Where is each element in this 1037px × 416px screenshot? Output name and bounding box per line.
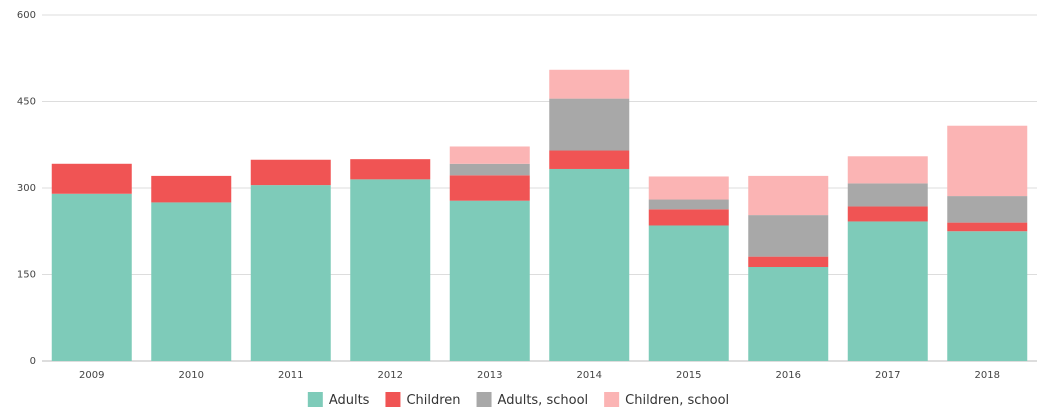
legend-label: Children, school xyxy=(625,393,729,408)
legend-swatch xyxy=(476,392,492,407)
bar-segment xyxy=(748,256,829,268)
x-tick-label: 2016 xyxy=(776,370,801,381)
bar-segment xyxy=(51,163,132,194)
bar-segment xyxy=(449,175,530,201)
bar-segment xyxy=(549,98,630,151)
bar-segment xyxy=(449,163,530,176)
bar-segment xyxy=(549,150,630,169)
legend: Adults Children Adults, school Children, sc… xyxy=(307,392,729,408)
y-tick-label: 600 xyxy=(17,10,36,21)
bar-segment xyxy=(449,200,530,361)
x-tick-label: 2009 xyxy=(79,370,104,381)
legend-item: Children xyxy=(385,392,461,408)
x-tick-label: 2018 xyxy=(975,370,1000,381)
y-axis-ticks: 0 150 300 450 600 xyxy=(17,10,36,367)
bar-segment xyxy=(648,209,729,226)
bar-segment xyxy=(350,179,431,361)
y-tick-label: 0 xyxy=(30,356,36,367)
bar-segment xyxy=(549,69,630,99)
bar-segment xyxy=(847,156,928,184)
x-tick-label: 2014 xyxy=(577,370,602,381)
legend-label: Adults xyxy=(329,393,370,408)
y-tick-label: 150 xyxy=(17,270,36,281)
legend-label: Children xyxy=(406,393,460,408)
bar-segment xyxy=(449,146,530,164)
legend-swatch xyxy=(604,392,620,407)
bar-segment xyxy=(847,206,928,222)
legend-item: Adults xyxy=(307,392,370,408)
bar-segment xyxy=(748,267,829,361)
bar-segment xyxy=(947,196,1028,223)
x-tick-label: 2015 xyxy=(676,370,701,381)
bar-segment xyxy=(847,221,928,361)
bar-segment xyxy=(350,159,431,180)
bar-segment xyxy=(648,176,729,200)
bar-segment xyxy=(847,183,928,207)
legend-item: Children, school xyxy=(604,392,729,408)
y-tick-label: 300 xyxy=(17,183,36,194)
x-tick-label: 2013 xyxy=(477,370,502,381)
bar-segment xyxy=(947,231,1028,361)
bar-segment xyxy=(648,225,729,361)
bars xyxy=(51,69,1028,361)
y-tick-label: 450 xyxy=(17,97,36,108)
x-tick-label: 2017 xyxy=(875,370,900,381)
x-axis-ticks: 2009 2010 2011 2012 2013 2014 2015 2016 2017 2018 xyxy=(79,370,1000,381)
bar-segment xyxy=(947,222,1028,232)
bar-segment xyxy=(151,175,232,203)
bar-segment xyxy=(151,202,232,361)
x-tick-label: 2012 xyxy=(378,370,403,381)
bar-segment xyxy=(250,159,331,186)
bar-segment xyxy=(648,199,729,210)
legend-swatch xyxy=(307,392,323,407)
x-tick-label: 2011 xyxy=(278,370,303,381)
legend-swatch xyxy=(385,392,401,407)
bar-segment xyxy=(947,125,1028,197)
bar-segment xyxy=(250,185,331,361)
legend-label: Adults, school xyxy=(498,393,589,408)
bar-segment xyxy=(748,215,829,257)
bar-segment xyxy=(748,175,829,216)
legend-item: Adults, school xyxy=(476,392,589,408)
bar-segment xyxy=(549,168,630,361)
x-tick-label: 2010 xyxy=(179,370,204,381)
bar-segment xyxy=(51,193,132,361)
